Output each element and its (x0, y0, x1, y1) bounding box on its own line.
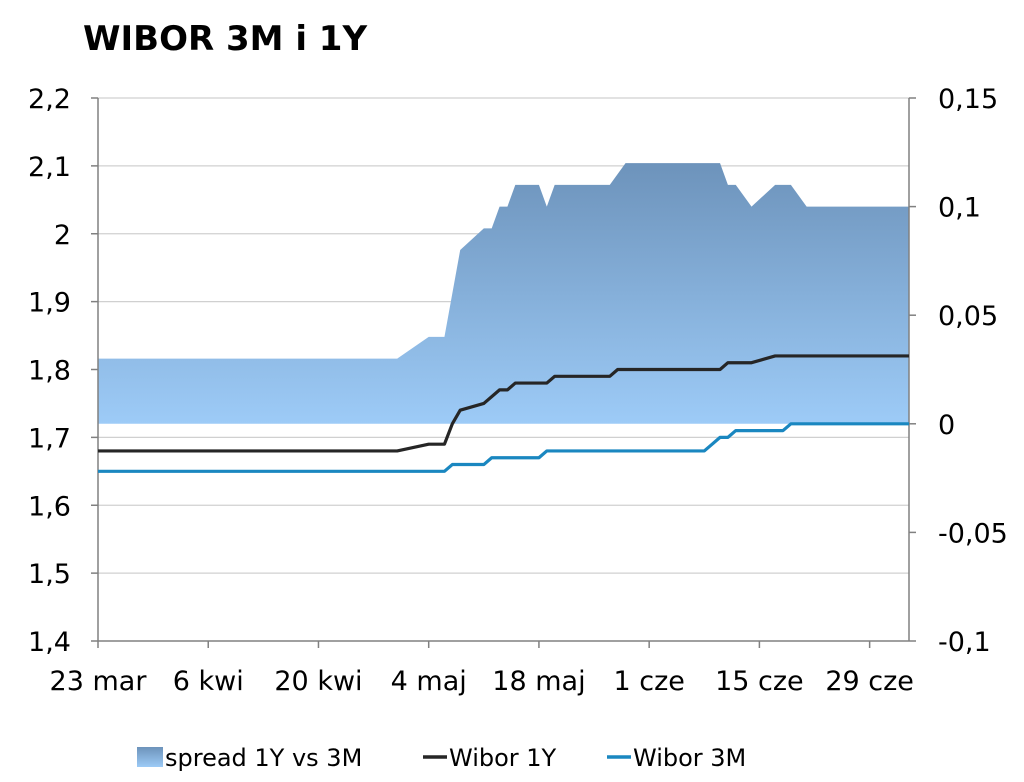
x-tick-label: 15 cze (715, 666, 804, 697)
y-left-tick-label: 1,6 (28, 491, 71, 522)
x-tick-label: 6 kwi (173, 666, 244, 697)
legend-label-wibor-3m: Wibor 3M (633, 744, 746, 772)
chart-title: WIBOR 3M i 1Y (83, 19, 367, 59)
y-left-tick-labels: 1,4 1,5 1,6 1,7 1,8 1,9 2 2,1 2,2 (28, 84, 71, 658)
legend: spread 1Y vs 3M Wibor 1Y Wibor 3M (137, 744, 746, 772)
y-right-tick-label: 0,15 (938, 84, 998, 115)
x-tick-label: 4 maj (391, 666, 467, 697)
y-left-tick-label: 1,8 (28, 356, 71, 387)
series-line-1 (98, 354, 909, 453)
y-left-tick-label: 1,4 (28, 627, 71, 658)
series-spread-area (98, 163, 909, 424)
y-right-tick-label: 0 (938, 410, 955, 441)
axes (91, 97, 916, 648)
y-right-tick-label: -0,05 (938, 518, 1008, 549)
y-right-tick-label: 0,1 (938, 193, 981, 224)
y-left-tick-label: 1,9 (28, 288, 71, 319)
series-area-group (98, 163, 909, 424)
y-left-tick-label: 1,5 (28, 559, 71, 590)
y-right-tick-labels: -0,1 -0,05 0 0,05 0,1 0,15 (938, 84, 1008, 658)
y-right-tick-label: 0,05 (938, 301, 998, 332)
x-tick-label: 18 maj (492, 666, 585, 697)
x-tick-labels: 23 mar 6 kwi 20 kwi 4 maj 18 maj 1 cze 15 cze 2… (50, 666, 914, 697)
x-tick-label: 29 cze (825, 666, 914, 697)
y-left-tick-label: 1,7 (28, 423, 71, 454)
legend-item-wibor-3m: Wibor 3M (607, 744, 746, 772)
y-left-tick-label: 2 (54, 220, 71, 251)
y-right-tick-label: -0,1 (938, 627, 991, 658)
x-tick-label: 1 cze (613, 666, 684, 697)
legend-item-wibor-1y: Wibor 1Y (423, 744, 557, 772)
legend-label-wibor-1y: Wibor 1Y (449, 744, 557, 772)
x-tick-label: 23 mar (50, 666, 148, 697)
legend-swatch-spread (137, 747, 163, 767)
legend-label-spread: spread 1Y vs 3M (165, 744, 362, 772)
legend-item-spread: spread 1Y vs 3M (137, 744, 362, 772)
y-left-tick-label: 2,2 (28, 84, 71, 115)
series-lines-group (98, 354, 909, 473)
y-left-tick-label: 2,1 (28, 152, 71, 183)
x-tick-label: 20 kwi (274, 666, 362, 697)
series-line-2 (98, 422, 909, 473)
